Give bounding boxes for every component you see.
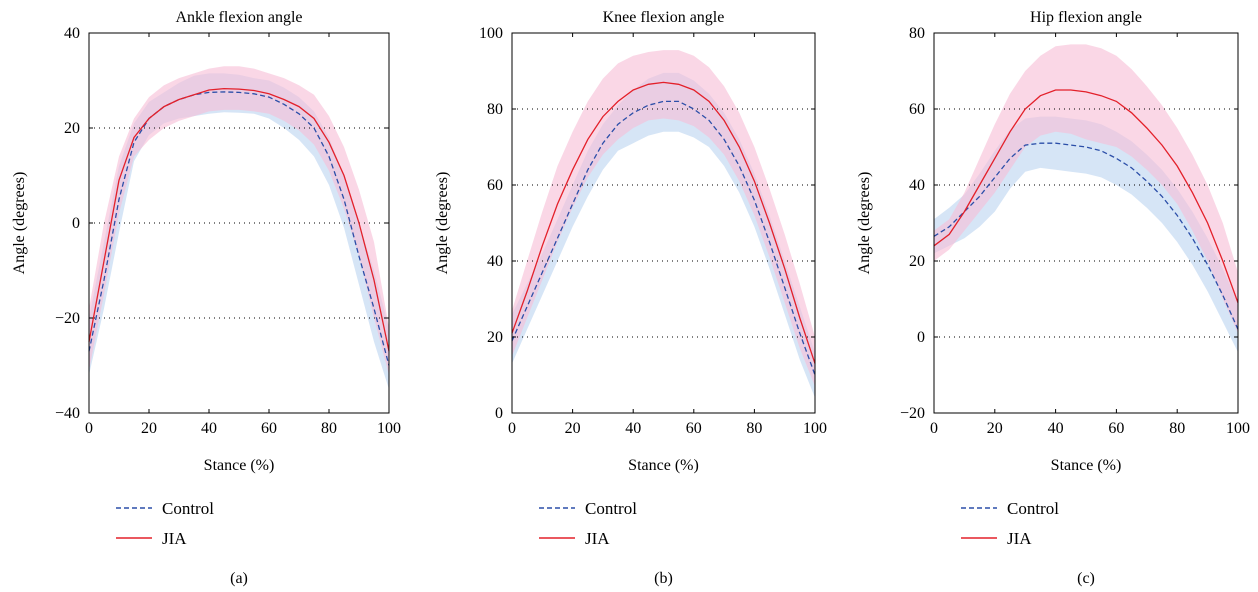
sd-band-jia [934, 44, 1238, 334]
legend-label-jia: JIA [162, 529, 187, 548]
legend: Control JIA [539, 499, 637, 548]
y-tick-label: 20 [64, 120, 80, 137]
series-line-jia [933, 89, 1239, 304]
y-tick-label: 20 [487, 329, 503, 346]
x-tick-label: 40 [1048, 420, 1064, 437]
panel-label: (a) [230, 570, 248, 587]
sd-band-control [89, 73, 389, 390]
legend: Control JIA [961, 499, 1059, 548]
y-tick-label: 80 [909, 25, 925, 42]
x-tick-label: 60 [1108, 420, 1124, 437]
legend-label-control: Control [162, 499, 214, 518]
legend-label-jia: JIA [1007, 529, 1032, 548]
plot-frame [933, 32, 1239, 414]
series-line-control [88, 91, 390, 366]
y-tick-label: −40 [55, 405, 80, 422]
x-axis-label: Stance (%) [1051, 457, 1122, 474]
y-tick-label: 100 [479, 25, 503, 42]
y-tick-label: −20 [900, 405, 925, 422]
legend-label-control: Control [1007, 499, 1059, 518]
chart-title: Hip flexion angle [1030, 9, 1142, 26]
panel-label: (b) [654, 570, 673, 587]
legend-label-jia: JIA [585, 529, 610, 548]
series-line-jia [88, 87, 390, 352]
x-tick-label: 40 [201, 420, 217, 437]
chart-title: Knee flexion angle [603, 9, 725, 26]
chart-panel-2: 0 20 40 60 80 100 0 20 40 60 80 100 Knee flexion ang… [434, 9, 827, 587]
x-axis-label: Stance (%) [628, 457, 699, 474]
x-tick-label: 20 [987, 420, 1003, 437]
y-tick-label: 60 [909, 101, 925, 118]
y-axis-label: Angle (degrees) [856, 172, 873, 275]
y-tick-label: 40 [487, 253, 503, 270]
legend: Control JIA [116, 499, 214, 548]
y-tick-label: 0 [917, 329, 925, 346]
series-line-jia [511, 81, 816, 364]
y-tick-label: 40 [909, 177, 925, 194]
x-tick-label: 0 [930, 420, 938, 437]
y-axis-label: Angle (degrees) [434, 172, 451, 275]
plot-frame [511, 32, 816, 414]
legend-label-control: Control [585, 499, 637, 518]
y-tick-label: 40 [64, 25, 80, 42]
x-tick-label: 80 [746, 420, 762, 437]
chart-title: Ankle flexion angle [175, 9, 302, 26]
x-tick-label: 100 [377, 420, 401, 437]
y-tick-label: −20 [55, 310, 80, 327]
x-tick-label: 60 [686, 420, 702, 437]
x-tick-label: 80 [321, 420, 337, 437]
x-tick-label: 0 [508, 420, 516, 437]
x-tick-label: 100 [1226, 420, 1250, 437]
chart-panel-1: 0 20 40 60 80 100 −40 −20 0 20 40 Ankle flexion ang… [11, 9, 401, 587]
y-axis-label: Angle (degrees) [11, 172, 28, 275]
sd-band-control [934, 116, 1238, 353]
y-tick-label: 20 [909, 253, 925, 270]
y-tick-label: 0 [72, 215, 80, 232]
x-tick-label: 0 [85, 420, 93, 437]
sd-band-jia [89, 66, 389, 376]
y-tick-label: 80 [487, 101, 503, 118]
chart-panel-3: 0 20 40 60 80 100 −20 0 20 40 60 80 Hip flexion angl… [856, 9, 1250, 587]
x-tick-label: 40 [625, 420, 641, 437]
series-line-control [511, 100, 816, 376]
x-tick-label: 20 [565, 420, 581, 437]
x-tick-label: 20 [141, 420, 157, 437]
x-tick-label: 80 [1169, 420, 1185, 437]
x-tick-label: 60 [261, 420, 277, 437]
x-tick-label: 100 [803, 420, 827, 437]
panel-label: (c) [1077, 570, 1095, 587]
x-axis-label: Stance (%) [204, 457, 275, 474]
sd-band-jia [512, 50, 815, 387]
y-tick-label: 60 [487, 177, 503, 194]
y-tick-label: 0 [495, 405, 503, 422]
